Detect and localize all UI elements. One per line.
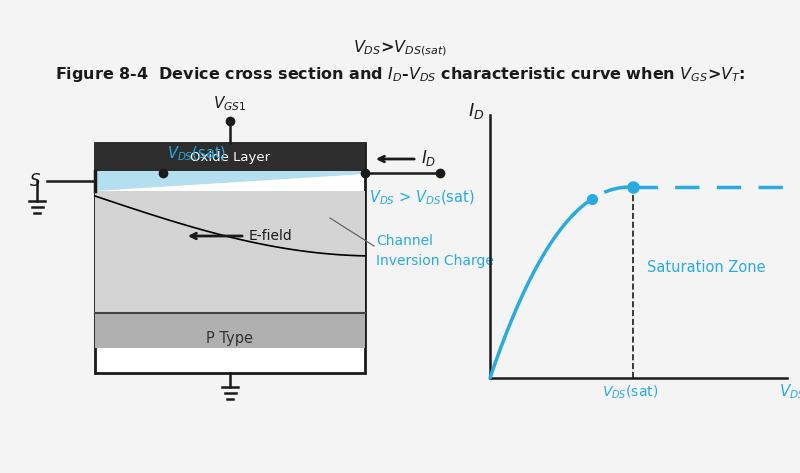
- Bar: [95, 143, 365, 171]
- Bar: [95, 191, 365, 313]
- Text: $I_D$: $I_D$: [467, 101, 484, 121]
- Bar: [95, 143, 365, 373]
- Text: Saturation Zone: Saturation Zone: [647, 260, 766, 275]
- Text: $V_{DS}$ > $V_{DS}$(sat): $V_{DS}$ > $V_{DS}$(sat): [369, 189, 474, 207]
- Text: $V_{DS}$(sat): $V_{DS}$(sat): [602, 384, 658, 402]
- Text: S: S: [30, 172, 40, 190]
- Polygon shape: [95, 171, 365, 191]
- Text: E-field: E-field: [249, 229, 293, 243]
- Text: $V_{DS}$>$V_{DS(sat)}$: $V_{DS}$>$V_{DS(sat)}$: [353, 38, 447, 58]
- Text: Figure 8-4  Device cross section and $I_D$-$V_{DS}$ characteristic curve when $V: Figure 8-4 Device cross section and $I_D…: [55, 65, 745, 85]
- Text: Channel
Inversion Charge: Channel Inversion Charge: [376, 234, 494, 268]
- Text: $I_D$: $I_D$: [421, 148, 436, 168]
- Bar: [95, 313, 365, 348]
- Text: Oxide Layer: Oxide Layer: [190, 150, 270, 164]
- Text: $V_{DS}$: $V_{DS}$: [779, 382, 800, 401]
- Text: $V_{DS}$(sat): $V_{DS}$(sat): [167, 145, 226, 163]
- Text: P Type: P Type: [206, 331, 254, 345]
- Text: $V_{GS1}$: $V_{GS1}$: [214, 94, 246, 113]
